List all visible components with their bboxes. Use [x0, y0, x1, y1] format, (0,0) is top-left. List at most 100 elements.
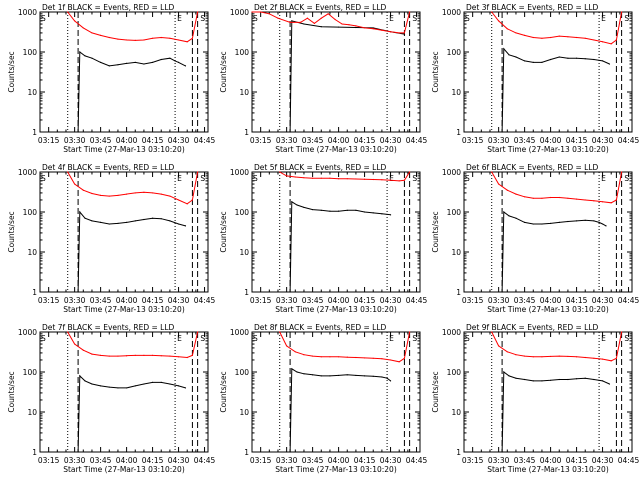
data-point-events: [575, 220, 578, 222]
data-point-events: [601, 380, 604, 382]
start-marker: S: [253, 334, 258, 343]
data-point-lld: [621, 171, 623, 173]
data-point-lld: [524, 34, 526, 37]
data-point-lld: [372, 357, 374, 359]
data-point-lld: [91, 32, 93, 34]
data-point-events: [303, 206, 305, 209]
data-point-lld: [169, 37, 171, 39]
x-tick-label: 03:45: [90, 296, 112, 305]
y-tick-label: 1000: [18, 8, 37, 17]
data-point-events: [108, 65, 110, 67]
data-point-lld: [177, 39, 180, 41]
data-point-events: [184, 65, 187, 67]
data-point-lld: [134, 192, 136, 194]
x-tick-label: 03:45: [90, 456, 112, 465]
data-point-lld: [160, 355, 162, 357]
data-point-lld: [82, 189, 84, 191]
x-tick-label: 03:15: [250, 456, 272, 465]
data-point-events: [125, 221, 128, 223]
x-tick-label: 04:00: [116, 296, 138, 305]
start-marker: S: [412, 334, 417, 343]
data-point-events: [372, 212, 374, 214]
chart-title: Det 8f BLACK = Events, RED = LLD: [254, 323, 387, 332]
data-point-lld: [289, 21, 291, 23]
data-point-events: [151, 61, 154, 63]
data-point-lld: [186, 356, 188, 359]
end-marker: E: [601, 174, 606, 183]
y-tick-label: 1000: [230, 8, 249, 17]
data-point-events: [355, 209, 357, 211]
x-tick-label: 03:30: [64, 456, 86, 465]
data-point-lld: [610, 202, 612, 204]
data-point-events: [567, 220, 569, 223]
x-tick-label: 04:45: [406, 456, 428, 465]
data-point-events: [532, 61, 534, 63]
series-line-events: [501, 211, 607, 293]
data-point-lld: [541, 356, 543, 358]
series-line-events: [77, 374, 186, 453]
data-point-lld: [74, 343, 76, 345]
data-point-events: [134, 385, 136, 387]
plot-frame: [463, 171, 633, 293]
data-point-lld: [91, 192, 93, 195]
data-point-lld: [108, 36, 110, 39]
chart-title: Det 9f BLACK = Events, RED = LLD: [466, 323, 599, 332]
end-marker: E: [601, 14, 606, 23]
y-axis-label: Counts/sec: [431, 211, 440, 252]
y-tick-label: 1: [456, 448, 461, 457]
data-point-lld: [372, 28, 374, 30]
data-point-events: [363, 211, 366, 213]
data-point-events: [608, 383, 611, 385]
start-marker: S: [200, 14, 205, 23]
data-point-events: [84, 380, 86, 382]
data-point-lld: [341, 23, 343, 25]
x-tick-label: 03:15: [462, 296, 484, 305]
x-axis-label: Start Time (27-Mar-13 03:10:20): [63, 305, 185, 314]
data-point-events: [598, 221, 600, 223]
x-tick-label: 04:45: [194, 136, 216, 145]
data-point-events: [346, 374, 348, 376]
x-tick-label: 04:15: [566, 296, 588, 305]
x-tick-label: 04:00: [328, 136, 350, 145]
data-point-events: [296, 371, 298, 373]
data-point-events: [558, 221, 560, 223]
data-point-lld: [593, 39, 595, 41]
data-point-lld: [67, 331, 69, 333]
data-point-lld: [389, 31, 392, 33]
data-point-lld: [143, 191, 145, 193]
y-tick-label: 100: [447, 48, 462, 57]
data-point-events: [355, 26, 357, 29]
data-point-events: [541, 61, 543, 63]
y-tick-label: 100: [235, 48, 250, 57]
data-point-lld: [312, 177, 314, 179]
data-point-events: [532, 380, 534, 382]
y-tick-label: 1: [456, 288, 461, 297]
data-point-lld: [299, 21, 302, 23]
y-tick-label: 1000: [230, 328, 249, 337]
y-axis-label: Counts/sec: [431, 51, 440, 92]
x-tick-label: 04:00: [116, 136, 138, 145]
start-marker: S: [253, 14, 258, 23]
x-tick-label: 04:00: [540, 456, 562, 465]
data-point-events: [403, 33, 406, 35]
data-point-events: [151, 381, 154, 383]
data-point-events: [508, 375, 510, 377]
data-point-lld: [191, 37, 194, 39]
data-point-lld: [515, 32, 517, 34]
y-tick-label: 10: [451, 408, 461, 417]
data-point-lld: [160, 36, 162, 39]
data-point-lld: [558, 35, 560, 37]
data-point-lld: [125, 193, 128, 195]
data-point-lld: [584, 37, 586, 39]
data-point-events: [515, 377, 517, 379]
x-tick-label: 03:15: [462, 456, 484, 465]
data-point-events: [541, 380, 543, 382]
data-point-lld: [398, 361, 400, 363]
x-tick-label: 04:00: [540, 136, 562, 145]
data-point-lld: [584, 199, 586, 201]
data-point-lld: [621, 331, 623, 333]
data-point-events: [84, 217, 86, 219]
x-axis-label: Start Time (27-Mar-13 03:10:20): [487, 305, 609, 314]
data-point-events: [79, 51, 81, 53]
x-tick-label: 04:00: [540, 296, 562, 305]
